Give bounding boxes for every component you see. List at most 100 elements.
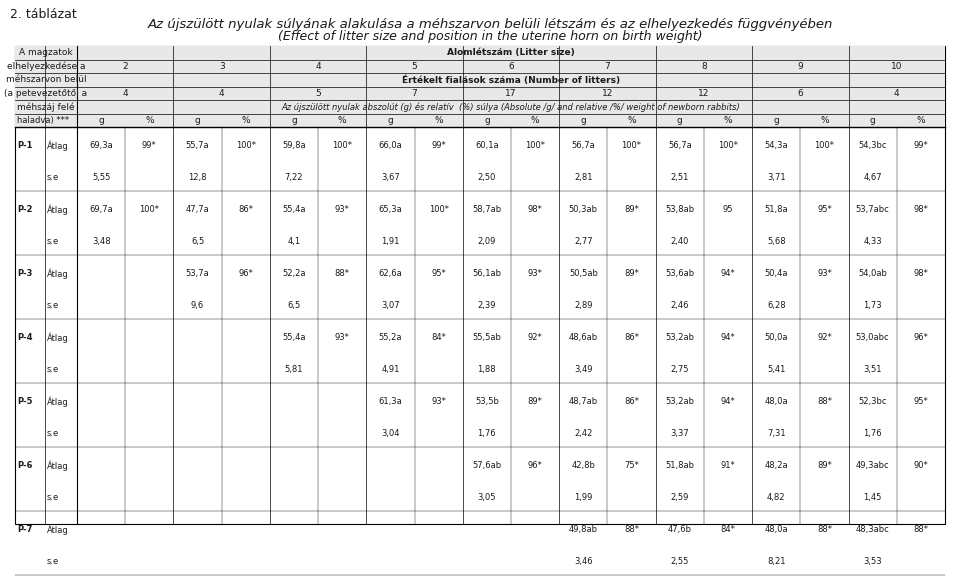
Text: Átlag: Átlag (47, 268, 69, 279)
Text: 4: 4 (894, 89, 900, 98)
Text: 3,51: 3,51 (863, 365, 882, 374)
Text: 17: 17 (505, 89, 516, 98)
Text: 5,68: 5,68 (767, 237, 785, 246)
Text: 95*: 95* (431, 269, 446, 278)
Text: 61,3a: 61,3a (378, 397, 402, 406)
Text: 2,75: 2,75 (670, 365, 689, 374)
Text: 95*: 95* (817, 205, 831, 214)
Text: s.e: s.e (47, 365, 60, 374)
Text: 62,6a: 62,6a (378, 269, 402, 278)
Text: 8,21: 8,21 (767, 557, 785, 566)
Text: 92*: 92* (528, 333, 542, 342)
Text: 47,6b: 47,6b (668, 525, 692, 534)
Text: 2,42: 2,42 (574, 429, 592, 438)
Text: 2. táblázat: 2. táblázat (10, 8, 77, 21)
Text: haladva) ***: haladva) *** (17, 116, 69, 125)
Text: 53,0abc: 53,0abc (856, 333, 890, 342)
Text: 57,6ab: 57,6ab (472, 461, 501, 470)
Text: 93*: 93* (431, 397, 446, 406)
Text: 53,7a: 53,7a (185, 269, 209, 278)
Text: 93*: 93* (335, 205, 349, 214)
Text: g: g (98, 116, 104, 125)
Text: 3,49: 3,49 (574, 365, 592, 374)
Text: %: % (338, 116, 347, 125)
Text: 1,45: 1,45 (863, 493, 882, 502)
Text: 55,4a: 55,4a (282, 205, 305, 214)
Text: 2,46: 2,46 (670, 301, 689, 310)
Text: 53,2ab: 53,2ab (665, 397, 694, 406)
Text: 2,09: 2,09 (478, 237, 496, 246)
Text: P-3: P-3 (17, 269, 33, 278)
Text: Átlag: Átlag (47, 204, 69, 215)
Text: 89*: 89* (624, 269, 639, 278)
Text: 6,5: 6,5 (191, 237, 204, 246)
Text: 88*: 88* (624, 525, 639, 534)
Text: 7: 7 (605, 62, 611, 71)
Text: 96*: 96* (238, 269, 253, 278)
Text: 49,3abc: 49,3abc (856, 461, 890, 470)
Text: 2,50: 2,50 (478, 173, 496, 182)
Text: g: g (581, 116, 587, 125)
Text: 69,7a: 69,7a (89, 205, 113, 214)
Text: s.e: s.e (47, 301, 60, 310)
Text: 100*: 100* (139, 205, 159, 214)
Text: 1,99: 1,99 (574, 493, 592, 502)
Text: P-5: P-5 (17, 397, 33, 406)
Text: 98*: 98* (914, 269, 928, 278)
Text: 4: 4 (315, 62, 321, 71)
Text: 2,89: 2,89 (574, 301, 592, 310)
Text: 53,2ab: 53,2ab (665, 333, 694, 342)
Text: 60,1a: 60,1a (475, 141, 498, 150)
Text: s.e: s.e (47, 237, 60, 246)
Text: 6: 6 (798, 89, 804, 98)
Text: 55,2a: 55,2a (378, 333, 402, 342)
Text: 51,8ab: 51,8ab (665, 461, 694, 470)
Text: 66,0a: 66,0a (378, 141, 402, 150)
Text: 50,4a: 50,4a (764, 269, 788, 278)
Text: 50,5ab: 50,5ab (569, 269, 598, 278)
Text: 89*: 89* (624, 205, 639, 214)
Text: 100*: 100* (525, 141, 545, 150)
Text: Átlag: Átlag (47, 140, 69, 151)
Text: 3,67: 3,67 (381, 173, 399, 182)
Text: 1,88: 1,88 (477, 365, 496, 374)
Text: 96*: 96* (528, 461, 542, 470)
Text: méhszarvon belül: méhszarvon belül (6, 75, 86, 84)
Bar (15, 46, 945, 524)
Text: 6,5: 6,5 (287, 301, 300, 310)
Text: Átlag: Átlag (47, 524, 69, 534)
Text: 86*: 86* (238, 205, 253, 214)
Text: 7,22: 7,22 (285, 173, 303, 182)
Text: 92*: 92* (817, 333, 831, 342)
Text: g: g (484, 116, 490, 125)
Text: g: g (195, 116, 201, 125)
Text: 5,81: 5,81 (285, 365, 303, 374)
Text: 52,3bc: 52,3bc (858, 397, 887, 406)
Text: 91*: 91* (721, 461, 735, 470)
Text: 1,91: 1,91 (381, 237, 399, 246)
Text: 100*: 100* (718, 141, 738, 150)
Text: 4: 4 (123, 89, 128, 98)
Text: 55,7a: 55,7a (185, 141, 209, 150)
Text: 5,55: 5,55 (92, 173, 110, 182)
Text: s.e: s.e (47, 493, 60, 502)
Text: %: % (917, 116, 925, 125)
Text: 84*: 84* (431, 333, 446, 342)
Text: 100*: 100* (236, 141, 255, 150)
Text: 54,0ab: 54,0ab (858, 269, 887, 278)
Text: 90*: 90* (914, 461, 928, 470)
Text: 95*: 95* (914, 397, 928, 406)
Text: 59,8a: 59,8a (282, 141, 306, 150)
Text: %: % (531, 116, 540, 125)
Text: 5: 5 (412, 62, 418, 71)
Text: 1,73: 1,73 (863, 301, 882, 310)
Text: 54,3a: 54,3a (764, 141, 788, 150)
Text: 3,46: 3,46 (574, 557, 592, 566)
Text: 3,05: 3,05 (478, 493, 496, 502)
Text: 75*: 75* (624, 461, 639, 470)
Text: %: % (724, 116, 732, 125)
Text: 4,82: 4,82 (767, 493, 785, 502)
Text: 53,7abc: 53,7abc (855, 205, 890, 214)
Text: 58,7ab: 58,7ab (472, 205, 501, 214)
Text: P-6: P-6 (17, 461, 33, 470)
